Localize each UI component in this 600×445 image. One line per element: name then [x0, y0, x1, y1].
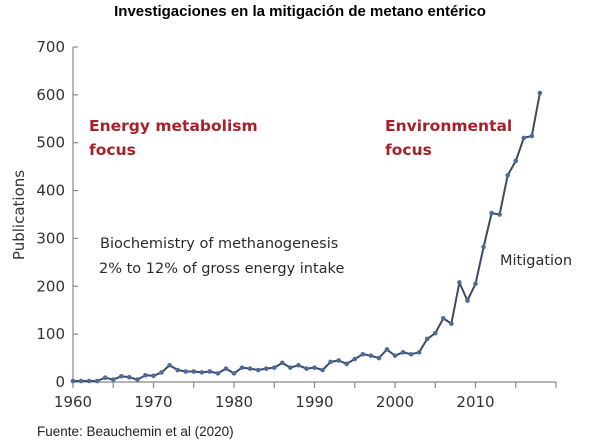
data-point [167, 362, 172, 368]
data-point [384, 347, 390, 352]
data-point [457, 280, 462, 285]
series-publications [70, 90, 543, 384]
data-point [392, 353, 398, 358]
source-note: Fuente: Beauchemin et al (2020) [37, 424, 234, 439]
data-point [521, 135, 527, 141]
data-point [247, 366, 253, 371]
data-point [102, 375, 108, 380]
data-point [271, 365, 277, 370]
data-point [505, 172, 511, 178]
y-ticks: 0 100 200 300 400 500 600 700 [36, 38, 78, 391]
annotation-gross-energy: 2% to 12% of gross energy intake [99, 261, 344, 277]
data-point [424, 336, 430, 342]
annotation-biochemistry: Biochemistry of methanogenesis [100, 236, 338, 252]
data-point [199, 370, 205, 375]
data-point [336, 358, 341, 363]
data-point [408, 351, 414, 357]
data-point [441, 316, 446, 321]
data-point [223, 366, 229, 371]
y-tick-label: 0 [55, 373, 65, 391]
x-tick-label: 1980 [215, 393, 253, 411]
data-point [481, 244, 486, 250]
data-point [255, 367, 261, 373]
data-point [513, 158, 519, 164]
y-tick-label: 500 [36, 134, 65, 152]
data-point [239, 365, 245, 370]
data-point [191, 369, 197, 374]
data-point [304, 366, 309, 371]
data-point [127, 374, 132, 380]
x-tick-label: 1970 [134, 393, 172, 411]
data-point [110, 377, 116, 382]
data-point [151, 373, 156, 379]
data-point [215, 371, 221, 376]
y-tick-label: 200 [36, 277, 65, 295]
data-point [86, 378, 92, 384]
data-point [360, 351, 366, 357]
x-tick-label: 2010 [456, 393, 494, 411]
data-point [231, 371, 237, 376]
data-point [449, 321, 454, 326]
data-point [497, 212, 502, 217]
y-tick-label: 300 [36, 229, 65, 247]
data-point [159, 370, 164, 375]
annotation-environmental-line1: Environmental [385, 117, 512, 135]
y-tick-label: 100 [36, 325, 65, 343]
annotation-energy-line2: focus [89, 141, 136, 159]
data-point [537, 90, 543, 96]
data-point [320, 367, 325, 373]
data-point [432, 330, 438, 336]
annotation-mitigation: Mitigation [500, 253, 572, 269]
data-point [328, 359, 333, 365]
data-point [352, 356, 358, 362]
data-point [78, 378, 84, 384]
data-point [368, 353, 374, 358]
data-point [263, 366, 269, 371]
data-point [288, 365, 293, 370]
x-tick-label: 2000 [376, 393, 414, 411]
x-tick-label: 1990 [295, 393, 333, 411]
y-tick-label: 400 [36, 182, 65, 200]
data-point [183, 369, 188, 374]
data-point [175, 367, 180, 373]
data-point [94, 378, 100, 384]
data-point [143, 373, 148, 378]
y-tick-label: 600 [36, 86, 65, 104]
data-point [70, 378, 76, 384]
data-point [400, 350, 406, 355]
data-point [489, 210, 494, 216]
chart-title: Investigaciones en la mitigación de meta… [114, 3, 486, 20]
x-tick-label: 1960 [54, 393, 92, 411]
y-axis-title: Publications [10, 170, 28, 260]
data-point [465, 298, 470, 303]
data-point [280, 360, 285, 366]
annotations: Energy metabolism focus Environmental fo… [89, 117, 572, 277]
data-point [416, 350, 422, 355]
y-tick-label: 700 [36, 38, 65, 56]
annotation-energy-line1: Energy metabolism [89, 117, 258, 135]
data-point [376, 355, 382, 361]
data-point [207, 369, 213, 374]
data-point [473, 281, 478, 287]
x-ticks: 1960 1970 1980 1990 2000 2010 [54, 382, 557, 411]
data-point [119, 373, 124, 379]
axes [72, 47, 556, 383]
data-point [312, 365, 317, 370]
data-point [296, 362, 301, 368]
annotation-environmental-line2: focus [385, 141, 432, 159]
data-point [344, 361, 350, 367]
data-point [135, 377, 140, 382]
data-point [529, 133, 535, 139]
